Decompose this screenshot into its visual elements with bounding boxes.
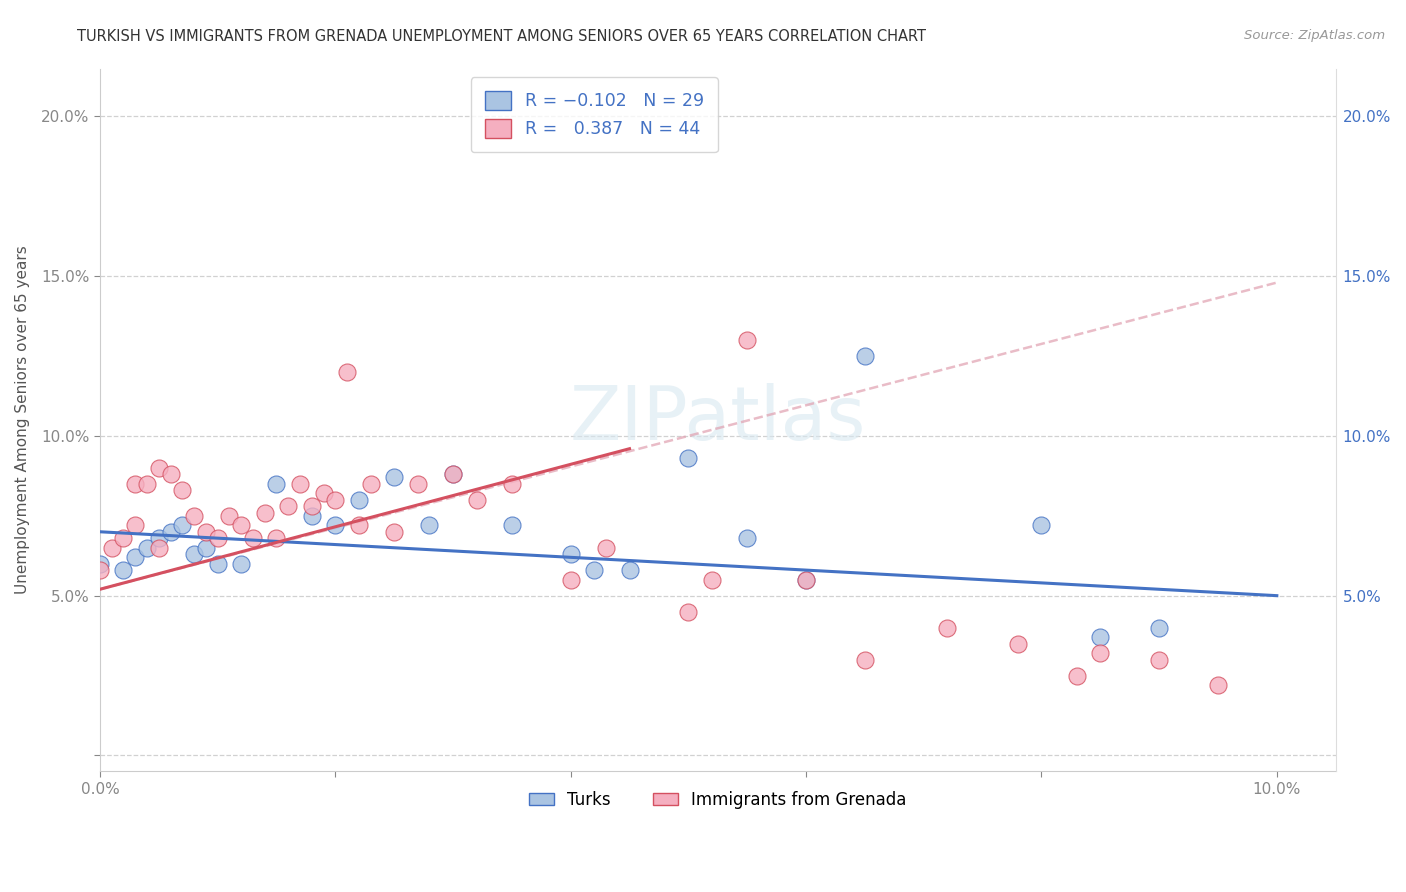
Point	[266, 476, 288, 491]
Point	[124, 550, 146, 565]
Point	[1147, 652, 1170, 666]
Point	[253, 506, 276, 520]
Point	[678, 605, 700, 619]
Point	[231, 518, 253, 533]
Point	[347, 518, 370, 533]
Point	[794, 573, 817, 587]
Point	[159, 467, 181, 482]
Point	[100, 541, 122, 555]
Point	[218, 508, 240, 523]
Point	[136, 541, 159, 555]
Point	[347, 492, 370, 507]
Point	[323, 492, 346, 507]
Point	[619, 563, 641, 577]
Point	[1007, 637, 1029, 651]
Point	[441, 467, 464, 482]
Point	[1090, 630, 1112, 644]
Point	[853, 652, 876, 666]
Legend: Turks, Immigrants from Grenada: Turks, Immigrants from Grenada	[523, 784, 912, 816]
Point	[583, 563, 606, 577]
Point	[735, 333, 758, 347]
Point	[382, 524, 405, 539]
Point	[794, 573, 817, 587]
Point	[312, 486, 335, 500]
Point	[148, 541, 170, 555]
Point	[124, 476, 146, 491]
Point	[323, 518, 346, 533]
Text: Source: ZipAtlas.com: Source: ZipAtlas.com	[1244, 29, 1385, 42]
Point	[301, 500, 323, 514]
Point	[207, 557, 229, 571]
Point	[112, 563, 135, 577]
Point	[89, 563, 111, 577]
Y-axis label: Unemployment Among Seniors over 65 years: Unemployment Among Seniors over 65 years	[15, 245, 30, 594]
Text: TURKISH VS IMMIGRANTS FROM GRENADA UNEMPLOYMENT AMONG SENIORS OVER 65 YEARS CORR: TURKISH VS IMMIGRANTS FROM GRENADA UNEMP…	[77, 29, 927, 44]
Point	[441, 467, 464, 482]
Point	[301, 508, 323, 523]
Point	[360, 476, 382, 491]
Point	[194, 524, 217, 539]
Point	[288, 476, 311, 491]
Point	[112, 531, 135, 545]
Point	[1066, 668, 1088, 682]
Point	[560, 547, 582, 561]
Point	[406, 476, 429, 491]
Point	[231, 557, 253, 571]
Point	[501, 476, 523, 491]
Point	[242, 531, 264, 545]
Point	[418, 518, 440, 533]
Point	[89, 557, 111, 571]
Point	[936, 621, 959, 635]
Point	[183, 547, 205, 561]
Point	[595, 541, 617, 555]
Point	[501, 518, 523, 533]
Point	[336, 365, 359, 379]
Point	[853, 349, 876, 363]
Point	[148, 461, 170, 475]
Point	[183, 508, 205, 523]
Point	[1031, 518, 1053, 533]
Point	[382, 470, 405, 484]
Point	[159, 524, 181, 539]
Point	[735, 531, 758, 545]
Point	[1090, 646, 1112, 660]
Point	[194, 541, 217, 555]
Point	[560, 573, 582, 587]
Point	[266, 531, 288, 545]
Point	[124, 518, 146, 533]
Point	[207, 531, 229, 545]
Point	[172, 483, 194, 498]
Point	[136, 476, 159, 491]
Point	[1206, 678, 1229, 692]
Point	[1147, 621, 1170, 635]
Point	[465, 492, 488, 507]
Point	[148, 531, 170, 545]
Point	[277, 500, 299, 514]
Text: ZIPatlas: ZIPatlas	[569, 384, 866, 457]
Point	[172, 518, 194, 533]
Point	[700, 573, 723, 587]
Point	[678, 451, 700, 466]
